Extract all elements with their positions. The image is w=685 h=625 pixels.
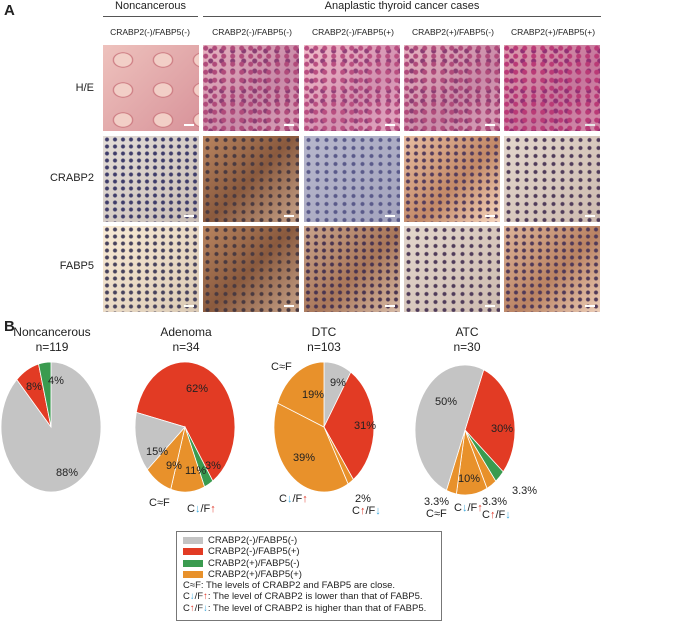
slice-label: 8% (26, 381, 42, 393)
divider (103, 16, 198, 17)
pie-slice (277, 361, 325, 428)
legend-item: CRABP2(-)/FABP5(-) (183, 535, 435, 546)
sub-label: C↑/F↓ (352, 505, 381, 517)
slice-label: 2% (355, 493, 371, 505)
pie-slice (273, 402, 349, 493)
pie-slice (414, 364, 485, 491)
micrograph (103, 226, 199, 312)
sub-label: C≈F (426, 508, 447, 520)
micrograph (304, 136, 400, 222)
row-label-crabp2: CRABP2 (49, 172, 94, 184)
micrograph (404, 45, 500, 131)
pie-slice (135, 361, 236, 482)
column-header: CRABP2(-)/FABP5(+) (312, 27, 394, 37)
slice-label: 15% (146, 446, 169, 458)
column-header: CRABP2(-)/FABP5(-) (110, 27, 190, 37)
slice-label: 88% (56, 467, 79, 479)
sub-label: C↓/F↑ (279, 493, 308, 505)
sub-label: C↑/F↓ (482, 509, 511, 521)
pie-slice (134, 411, 186, 471)
pie-slice (323, 371, 375, 481)
slice-label: 3.3% (482, 496, 508, 508)
sub-label: C≈F (149, 497, 170, 509)
pie-title: ATC n=30 (453, 325, 481, 354)
slice-label: 9% (330, 377, 346, 389)
legend-item: CRABP2(+)/FABP5(+) (183, 569, 435, 580)
legend-note: C↓/F↑: The level of CRABP2 is lower than… (183, 591, 423, 603)
sub-label: C≈F (271, 361, 292, 373)
legend-note: C≈F: The levels of CRABP2 and FABP5 are … (183, 580, 396, 592)
micrograph (203, 226, 299, 312)
pie-slice (464, 369, 516, 473)
legend-item: CRABP2(+)/FABP5(-) (183, 558, 435, 569)
legend-note: C↑/F↓: The level of CRABP2 is higher tha… (183, 602, 427, 614)
panel-a-label: A (4, 2, 15, 19)
pie-title: Adenoma n=34 (160, 325, 212, 354)
group-noncancerous: Noncancerous (115, 0, 186, 12)
divider (203, 16, 601, 17)
swatch-red (183, 548, 203, 556)
micrograph (203, 45, 299, 131)
slice-label: 10% (458, 473, 481, 485)
micrograph (103, 45, 199, 131)
swatch-gray (183, 536, 203, 544)
slice-label: 62% (186, 383, 209, 395)
legend: CRABP2(-)/FABP5(-) CRABP2(-)/FABP5(+) CR… (176, 531, 442, 621)
column-header: CRABP2(+)/FABP5(+) (510, 27, 596, 37)
row-label-fabp5: FABP5 (59, 260, 94, 272)
pie-title: DTC n=103 (307, 325, 341, 354)
micrograph (103, 136, 199, 222)
column-header: CRABP2(+)/FABP5(-) (412, 27, 494, 37)
panel-b-label: B (4, 318, 15, 335)
micrograph (504, 45, 600, 131)
slice-label: 3% (205, 460, 221, 472)
slice-label: 50% (435, 396, 458, 408)
micrograph (504, 136, 600, 222)
micrograph (304, 226, 400, 312)
sub-label: C↓/F↑ (454, 502, 483, 514)
micrograph (404, 226, 500, 312)
micrograph (504, 226, 600, 312)
legend-item: CRABP2(-)/FABP5(+) (183, 546, 435, 557)
slice-label: 39% (293, 452, 316, 464)
group-atc: Anaplastic thyroid cancer cases (324, 0, 480, 12)
sub-label: C↓/F↑ (187, 503, 216, 515)
slice-label: 3.3% (512, 485, 538, 497)
row-label-he: H/E (75, 82, 94, 94)
slice-label: 30% (491, 423, 514, 435)
swatch-green (183, 559, 203, 567)
slice-label: 11% (185, 465, 207, 477)
micrograph (203, 136, 299, 222)
micrograph (404, 136, 500, 222)
slice-label: 31% (354, 420, 377, 432)
slice-label: 3.3% (424, 496, 450, 508)
micrograph (304, 45, 400, 131)
pie-slice (38, 361, 52, 428)
swatch-orange (183, 570, 203, 578)
column-header: CRABP2(-)/FABP5(-) (212, 27, 292, 37)
slice-label: 9% (166, 460, 182, 472)
slice-label: 4% (48, 375, 64, 387)
slice-label: 19% (302, 389, 325, 401)
pie-title: Noncancerous n=119 (13, 325, 91, 354)
